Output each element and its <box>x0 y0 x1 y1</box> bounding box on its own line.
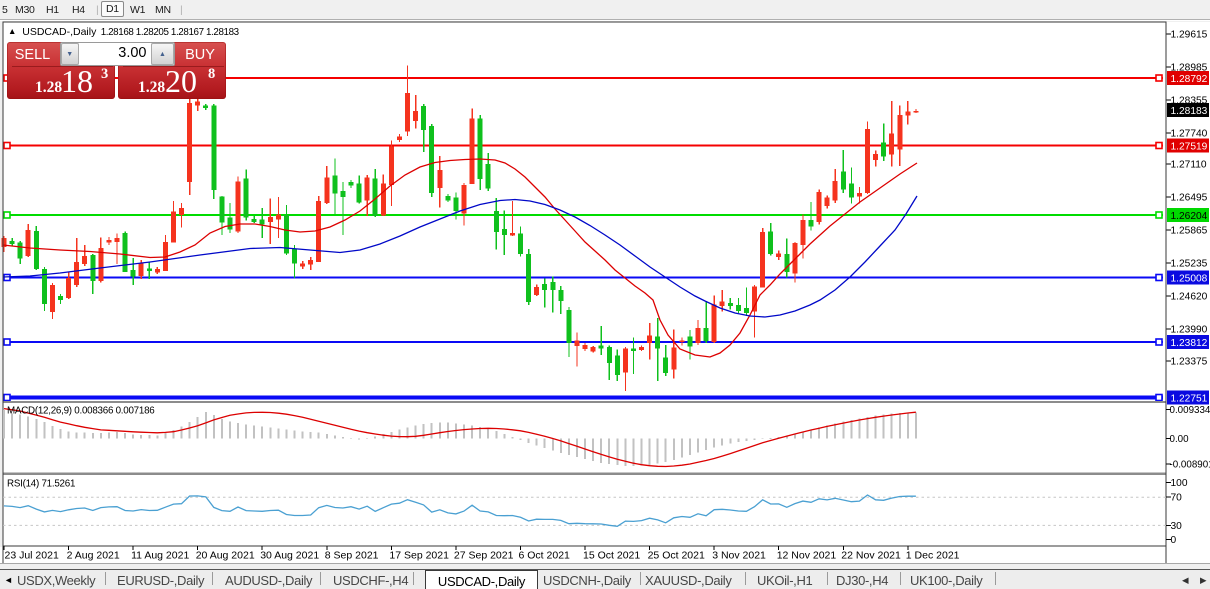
svg-text:2 Aug 2021: 2 Aug 2021 <box>67 550 120 562</box>
svg-text:1.26495: 1.26495 <box>1171 193 1208 204</box>
svg-text:0: 0 <box>1171 535 1177 546</box>
svg-text:17 Sep 2021: 17 Sep 2021 <box>389 550 449 562</box>
svg-text:1.28183: 1.28183 <box>1171 106 1208 117</box>
svg-text:1.23812: 1.23812 <box>1171 338 1208 349</box>
svg-text:30: 30 <box>1171 521 1183 532</box>
svg-text:1.28792: 1.28792 <box>1171 74 1208 85</box>
svg-text:12 Nov 2021: 12 Nov 2021 <box>777 550 837 562</box>
svg-text:1.25865: 1.25865 <box>1171 226 1208 237</box>
svg-text:1.25008: 1.25008 <box>1171 273 1208 284</box>
svg-text:27 Sep 2021: 27 Sep 2021 <box>454 550 514 562</box>
svg-text:1.27519: 1.27519 <box>1171 141 1208 152</box>
svg-text:70: 70 <box>1171 493 1183 504</box>
svg-text:1.25235: 1.25235 <box>1171 259 1208 270</box>
svg-text:6 Oct 2021: 6 Oct 2021 <box>519 550 571 562</box>
svg-text:8 Sep 2021: 8 Sep 2021 <box>325 550 379 562</box>
svg-text:1.27740: 1.27740 <box>1171 129 1208 140</box>
svg-text:1.26204: 1.26204 <box>1171 211 1208 222</box>
svg-text:1.24620: 1.24620 <box>1171 292 1208 303</box>
svg-text:RSI(14) 71.5261: RSI(14) 71.5261 <box>7 479 75 490</box>
svg-text:1.22751: 1.22751 <box>1171 393 1208 404</box>
svg-text:25 Oct 2021: 25 Oct 2021 <box>648 550 705 562</box>
svg-text:1.29615: 1.29615 <box>1171 30 1208 41</box>
svg-text:1.23990: 1.23990 <box>1171 325 1208 336</box>
svg-text:0.00: 0.00 <box>1170 434 1190 445</box>
svg-text:1.23375: 1.23375 <box>1171 357 1208 368</box>
svg-text:3 Nov 2021: 3 Nov 2021 <box>712 550 766 562</box>
svg-text:15 Oct 2021: 15 Oct 2021 <box>583 550 640 562</box>
svg-text:22 Nov 2021: 22 Nov 2021 <box>841 550 901 562</box>
svg-text:23 Jul 2021: 23 Jul 2021 <box>5 550 59 562</box>
svg-text:1.27110: 1.27110 <box>1171 160 1207 171</box>
svg-text:MACD(12,26,9) 0.008366 0.00718: MACD(12,26,9) 0.008366 0.007186 <box>7 406 155 417</box>
svg-text:-0.008901: -0.008901 <box>1170 460 1210 471</box>
svg-text:0.009334: 0.009334 <box>1170 405 1210 416</box>
svg-text:11 Aug 2021: 11 Aug 2021 <box>131 550 189 562</box>
svg-text:20 Aug 2021: 20 Aug 2021 <box>196 550 255 562</box>
svg-text:100: 100 <box>1171 478 1188 489</box>
svg-text:1 Dec 2021: 1 Dec 2021 <box>906 550 960 562</box>
svg-text:30 Aug 2021: 30 Aug 2021 <box>260 550 319 562</box>
